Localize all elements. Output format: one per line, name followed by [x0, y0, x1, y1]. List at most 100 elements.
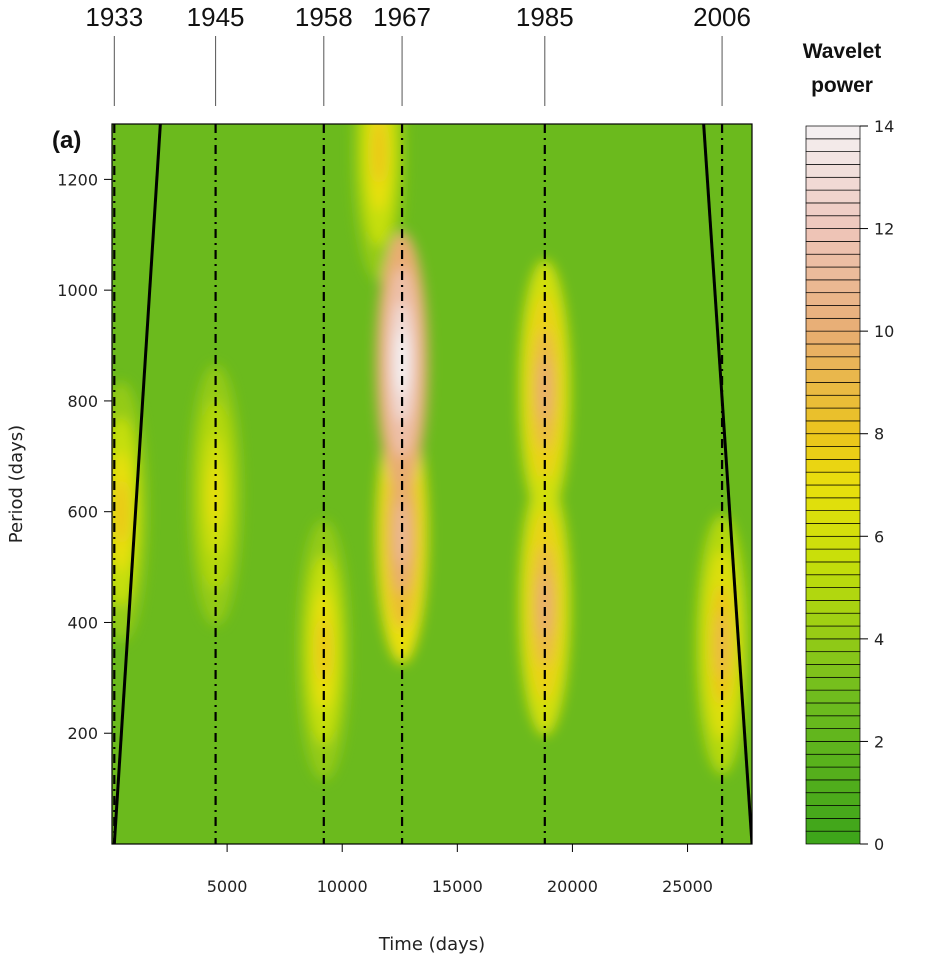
colorbar-cell — [805, 715, 861, 729]
colorbar-cell — [805, 202, 861, 217]
colorbar-cell — [805, 548, 861, 563]
colorbar-tick-label: 0 — [874, 835, 884, 854]
colorbar-cell — [805, 741, 861, 755]
colorbar-cell — [805, 497, 861, 511]
colorbar-cell — [805, 753, 861, 768]
colorbar-tick-label: 8 — [874, 425, 884, 444]
x-tick-label: 15000 — [432, 877, 483, 896]
colorbar-cell — [805, 676, 861, 691]
colorbar-cell — [805, 830, 861, 845]
y-tick-label: 800 — [67, 392, 98, 411]
colorbar-cell — [805, 587, 861, 601]
colorbar-cells — [805, 125, 861, 845]
x-tick-label: 25000 — [662, 877, 713, 896]
colorbar-cell — [805, 818, 861, 832]
x-tick-label: 20000 — [547, 877, 598, 896]
colorbar-cell — [805, 766, 861, 781]
colorbar-cell — [805, 176, 861, 191]
panel-label: (a) — [52, 127, 81, 154]
colorbar-cell — [805, 459, 861, 473]
colorbar-cell — [805, 535, 861, 550]
power-blob — [115, 479, 128, 544]
cone-of-influence — [112, 124, 752, 844]
colorbar-cell — [805, 356, 861, 370]
colorbar-cell — [805, 612, 861, 627]
colorbar-title-line2: power — [811, 74, 873, 97]
plot-area — [111, 123, 753, 845]
colorbar-cell — [805, 523, 861, 537]
colorbar-cell — [805, 138, 861, 152]
colorbar-cell — [805, 279, 861, 294]
colorbar-cell — [805, 292, 861, 306]
colorbar-cell — [805, 343, 861, 358]
colorbar-tick-label: 2 — [874, 732, 884, 751]
x-tick-label: 10000 — [317, 877, 368, 896]
event-label-1967: 1967 — [373, 2, 431, 32]
colorbar-cell — [805, 420, 861, 435]
colorbar-cell — [805, 446, 861, 460]
colorbar-cell — [805, 125, 861, 140]
event-label-1985: 1985 — [516, 2, 574, 32]
colorbar-cell — [805, 228, 861, 242]
colorbar-cell — [805, 253, 861, 268]
power-blob — [373, 124, 386, 184]
colorbar-cell — [805, 792, 861, 806]
colorbar-cell — [805, 689, 861, 704]
event-dash-lines — [113, 124, 724, 844]
power-blob — [538, 357, 551, 422]
event-label-1945: 1945 — [187, 2, 245, 32]
colorbar-cell — [805, 779, 861, 794]
colorbar-cell — [805, 189, 861, 204]
x-tick-label: 5000 — [207, 877, 248, 896]
colorbar-cell — [805, 561, 861, 576]
colorbar-cell — [805, 433, 861, 447]
colorbar-cell — [805, 471, 861, 486]
x-axis: 5000 10000 15000 20000 25000 — [207, 844, 713, 896]
event-label-1958: 1958 — [295, 2, 353, 32]
event-label-1933: 1933 — [85, 2, 143, 32]
colorbar-cell — [805, 317, 861, 332]
colorbar-cell — [805, 638, 861, 653]
y-tick-label: 1000 — [57, 281, 98, 300]
event-year-labels: 1933 1945 1958 1967 1985 2006 — [85, 2, 751, 106]
colorbar-tick-label: 14 — [874, 117, 894, 136]
colorbar-cell — [805, 164, 861, 178]
colorbar-cell — [805, 484, 861, 499]
colorbar-cell — [805, 369, 861, 383]
power-blob — [538, 573, 551, 638]
colorbar-cell — [805, 702, 861, 717]
coi-line-left — [112, 124, 162, 844]
plot-frame — [111, 123, 753, 845]
colorbar-cell — [805, 651, 861, 665]
colorbar-cell — [805, 407, 861, 422]
colorbar-cell — [805, 625, 861, 640]
colorbar: Wavelet power 0 2 4 6 8 10 12 14 — [803, 40, 895, 854]
colorbar-cell — [805, 241, 861, 255]
colorbar-cell — [805, 805, 861, 819]
colorbar-title-line1: Wavelet — [803, 40, 882, 63]
y-axis-title: Period (days) — [6, 425, 27, 543]
colorbar-tick-label: 10 — [874, 322, 894, 341]
colorbar-tick-label: 12 — [874, 220, 894, 239]
colorbar-cell — [805, 151, 861, 165]
colorbar-cell — [805, 664, 861, 678]
y-axis: 200 400 600 800 1000 1200 — [57, 170, 112, 743]
colorbar-cell — [805, 266, 861, 281]
colorbar-cell — [805, 382, 861, 396]
y-tick-label: 600 — [67, 503, 98, 522]
colorbar-tick-label: 4 — [874, 630, 884, 649]
colorbar-ticks: 0 2 4 6 8 10 12 14 — [860, 117, 894, 854]
colorbar-cell — [805, 330, 861, 345]
colorbar-cell — [805, 728, 861, 742]
colorbar-cell — [805, 510, 861, 524]
power-blob — [716, 612, 729, 677]
event-label-2006: 2006 — [693, 2, 751, 32]
colorbar-cell — [805, 305, 861, 319]
coi-line-right — [702, 124, 752, 844]
y-tick-label: 1200 — [57, 170, 98, 189]
colorbar-cell — [805, 574, 861, 588]
y-tick-label: 200 — [67, 724, 98, 743]
power-blob — [396, 501, 409, 566]
x-axis-title: Time (days) — [378, 934, 485, 955]
